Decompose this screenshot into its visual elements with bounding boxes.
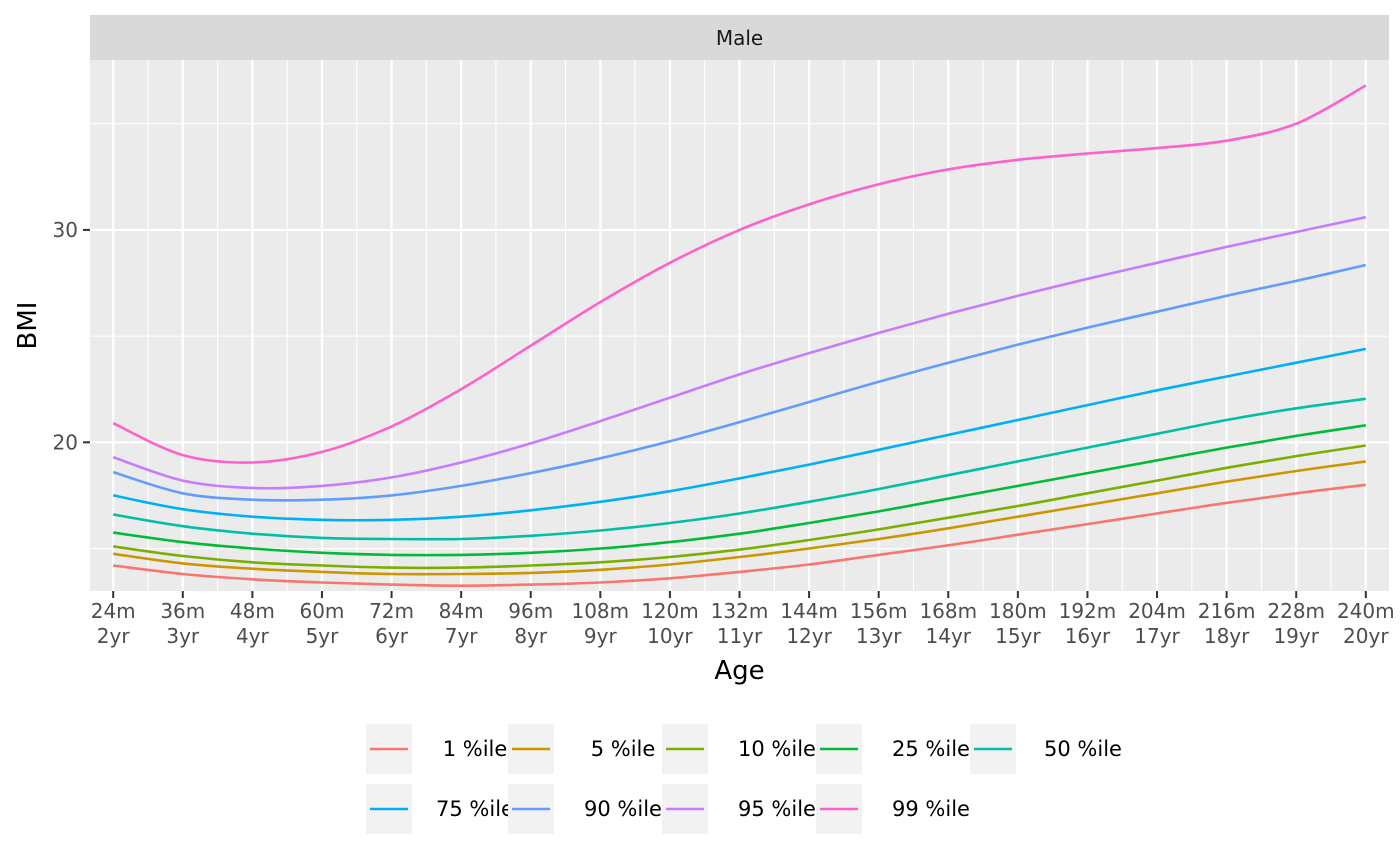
- x-tick-label: 216m 18yr: [1198, 599, 1256, 648]
- x-tick-label: 228m 19yr: [1267, 599, 1325, 648]
- x-tick-label: 240m 20yr: [1337, 599, 1395, 648]
- x-tick-label: 144m 12yr: [780, 599, 838, 648]
- x-tick-label: 204m 17yr: [1128, 599, 1186, 648]
- y-axis-title: BMI: [13, 302, 43, 350]
- x-tick-label: 84m 7yr: [439, 599, 484, 648]
- legend-label: 99 %ile: [892, 797, 970, 821]
- series-line-5ile-percentile: [113, 460, 1366, 576]
- series-line-75ile-percentile: [112, 347, 1367, 522]
- minor-gridlines: [90, 60, 1389, 591]
- series-line-50ile-percentile: [112, 397, 1366, 541]
- x-tick-label: 108m 9yr: [571, 599, 629, 648]
- legend-label: 25 %ile: [892, 737, 970, 761]
- x-tick-label: 192m 16yr: [1059, 599, 1117, 648]
- legend-label: 95 %ile: [738, 797, 816, 821]
- x-tick-label: 168m 14yr: [919, 599, 977, 648]
- x-tick-label: 36m 3yr: [160, 599, 205, 648]
- x-tick-label: 48m 4yr: [230, 599, 275, 648]
- legend-label: 50 %ile: [1044, 737, 1122, 761]
- x-axis-title: Age: [714, 656, 764, 686]
- series-line-99ile-percentile: [112, 84, 1367, 464]
- facet-strip: [90, 15, 1389, 60]
- facet-label: Male: [716, 26, 763, 50]
- series-line-25ile-percentile: [113, 424, 1366, 557]
- x-tick-label: 60m 5yr: [299, 599, 344, 648]
- y-tick-label: 20: [53, 430, 78, 454]
- series-line-95ile-percentile: [112, 215, 1367, 490]
- legend-label: 1 %ile: [443, 737, 508, 761]
- legend-label: 75 %ile: [436, 797, 514, 821]
- x-axis: 24m 2yr 36m 3yr 48m 4yr 60m 5yr 72m 6yr 84m 7yr 96m 8…: [91, 591, 1395, 648]
- series-lines: [112, 84, 1367, 588]
- legend: 1 %ile 5 %ile 10 %ile 25 %ile 50 %ile 75 %ile…: [366, 724, 1122, 834]
- x-tick-label: 156m 13yr: [850, 599, 908, 648]
- x-tick-label: 120m 10yr: [641, 599, 699, 648]
- legend-label: 90 %ile: [584, 797, 662, 821]
- legend-label: 10 %ile: [738, 737, 816, 761]
- series-line-90ile-percentile: [112, 263, 1367, 502]
- x-tick-label: 180m 15yr: [989, 599, 1047, 648]
- x-tick-label: 96m 8yr: [508, 599, 553, 648]
- x-tick-label: 72m 6yr: [369, 599, 414, 648]
- series-line-1ile-percentile: [113, 483, 1366, 588]
- legend-label: 5 %ile: [591, 737, 656, 761]
- x-tick-label: 132m 11yr: [711, 599, 769, 648]
- y-tick-label: 30: [53, 218, 78, 242]
- x-tick-label: 24m 2yr: [91, 599, 136, 648]
- series-line-10ile-percentile: [113, 444, 1366, 570]
